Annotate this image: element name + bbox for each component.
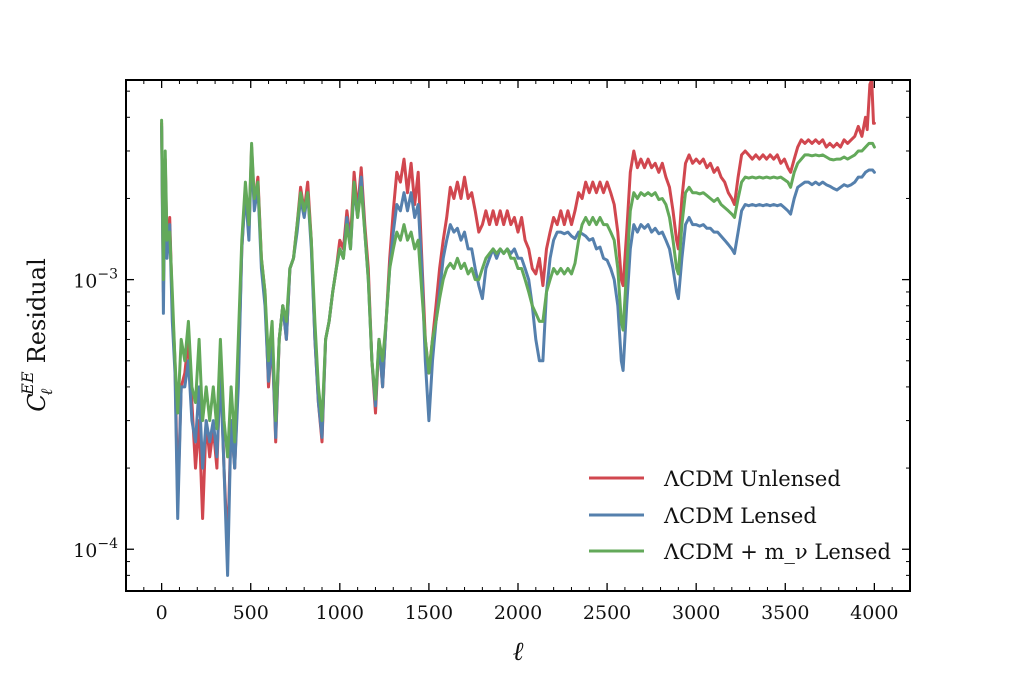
- legend: ΛCDM Unlensed ΛCDM Lensed ΛCDM + m_ν Len…: [589, 467, 891, 564]
- y-tick-label: 10−3: [73, 267, 118, 293]
- plot-frame: [125, 79, 911, 592]
- svg-text:CℓEEResidual: CℓEE Residual: [18, 258, 56, 411]
- legend-label-unlensed: ΛCDM Unlensed: [663, 467, 841, 491]
- y-axis-label-rest: Residual: [23, 258, 51, 363]
- x-axis-label: ℓ: [513, 637, 524, 667]
- x-tick-label: 500: [233, 602, 269, 624]
- series-layer: [160, 80, 876, 577]
- legend-label-neutrino-lensed: ΛCDM + m_ν Lensed: [663, 540, 891, 564]
- x-tick-label: 4000: [850, 602, 898, 624]
- y-axis-label: CℓEE Residual: [18, 258, 56, 411]
- x-tick-label: 2500: [583, 602, 631, 624]
- y-axis-label-sub: ℓ: [37, 388, 56, 395]
- x-tick-label: 0: [156, 602, 168, 624]
- y-axis-label-sup: EE: [18, 371, 37, 396]
- x-tick-label: 2000: [494, 602, 542, 624]
- x-tick-label: 3500: [761, 602, 809, 624]
- y-tick-label: 10−4: [73, 536, 118, 562]
- x-tick-label: 1500: [405, 602, 453, 624]
- x-tick-label: 1000: [316, 602, 364, 624]
- y-axis-label-main: C: [23, 393, 51, 411]
- series-line-2: [160, 118, 876, 459]
- x-tick-label: 3000: [672, 602, 720, 624]
- legend-label-lensed: ΛCDM Lensed: [663, 504, 817, 528]
